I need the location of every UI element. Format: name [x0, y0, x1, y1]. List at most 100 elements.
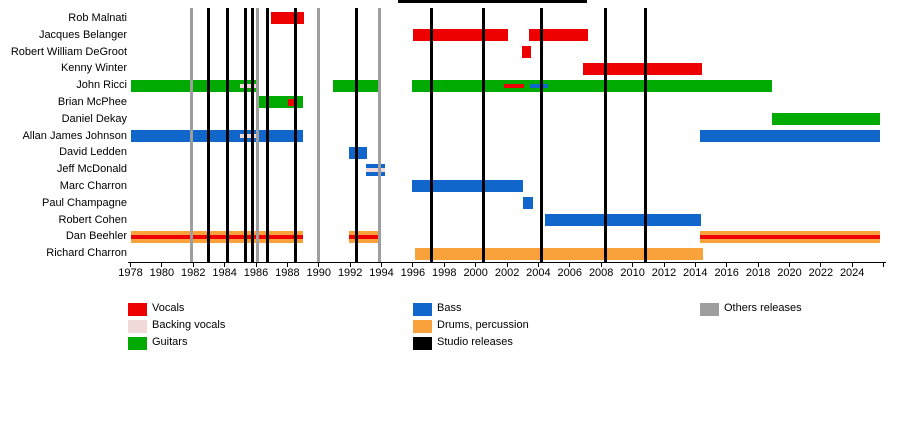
member-name-label: John Ricci — [76, 79, 127, 92]
bass-legend-label: Bass — [437, 302, 462, 314]
studio-release-line — [482, 8, 485, 262]
studio-legend-label: Studio releases — [437, 336, 513, 348]
overlay-stripe-vocals — [503, 83, 525, 88]
x-axis-tick-label: 1986 — [243, 267, 269, 279]
vocals-legend-label: Vocals — [152, 302, 185, 314]
studio-release-line — [243, 8, 247, 262]
member-name-label: Jeff McDonald — [56, 163, 127, 176]
x-axis-tick-label: 1994 — [369, 267, 394, 279]
timeline-bar-vocals — [522, 46, 531, 58]
member-name-label: Allan James Johnson — [22, 129, 127, 142]
member-name-label: Richard Charron — [46, 247, 127, 260]
x-axis-tick-label: 2006 — [557, 267, 583, 279]
timeline-bar-guitars — [412, 79, 773, 92]
bass-legend-swatch — [413, 303, 432, 316]
x-axis-tick-label: 2018 — [745, 267, 771, 279]
overlay-stripe-bass — [529, 83, 548, 88]
timeline-bar-bass — [130, 130, 304, 142]
x-axis-tick — [569, 263, 571, 267]
x-axis-tick-label: 2008 — [588, 267, 614, 279]
others-legend-label: Others releases — [724, 302, 802, 314]
x-axis-tick — [537, 263, 539, 267]
member-name-label: David Ledden — [59, 146, 127, 159]
x-axis-tick-label: 2016 — [714, 267, 739, 279]
x-axis-tick — [255, 263, 257, 267]
studio-release-line — [293, 8, 297, 262]
x-axis-tick — [600, 263, 602, 267]
overlay-stripe-backing_vocals — [365, 167, 385, 172]
studio-release-line — [251, 8, 255, 262]
x-axis-tick — [318, 263, 320, 267]
x-axis-tick — [130, 263, 131, 267]
others-release-line — [316, 8, 320, 262]
member-name-label: Marc Charron — [59, 180, 127, 192]
studio-release-line — [604, 8, 608, 262]
x-axis-tick-label: 1984 — [212, 267, 237, 279]
x-axis-tick — [286, 263, 288, 267]
studio-release-line — [643, 8, 647, 262]
x-axis-tick-label: 1990 — [306, 267, 332, 279]
x-axis-tick — [381, 263, 382, 267]
x-axis-tick — [757, 263, 759, 267]
x-axis-tick-label: 1996 — [400, 267, 426, 279]
overlay-stripe-vocals — [700, 234, 881, 239]
timeline-bar-vocals — [583, 62, 702, 75]
x-axis-tick — [726, 263, 728, 267]
member-name-label: Jacques Belanger — [38, 28, 127, 41]
member-name-label: Robert Cohen — [58, 213, 128, 226]
timeline-bar-bass — [348, 146, 368, 159]
x-axis-tick — [412, 263, 414, 267]
drums-legend-label: Drums, percussion — [437, 319, 529, 331]
others-release-line — [377, 8, 381, 262]
timeline-bar-bass — [544, 214, 701, 226]
x-axis-tick — [475, 263, 477, 267]
overlay-stripe-vocals — [288, 98, 296, 106]
x-axis-tick — [349, 263, 351, 267]
timeline-bar-bass — [412, 180, 523, 193]
timeline-bar-bass — [700, 130, 881, 142]
studio-release-line — [225, 8, 229, 262]
x-axis-tick — [663, 263, 665, 267]
x-axis-tick-label: 1978 — [118, 267, 143, 279]
member-name-label: Paul Champagne — [41, 196, 127, 209]
x-axis-tick — [883, 263, 885, 267]
x-axis-tick-label: 1980 — [149, 267, 175, 279]
x-axis-tick-label: 2020 — [777, 267, 802, 279]
x-axis-tick-label: 1982 — [181, 267, 206, 279]
backing_vocals-legend-label: Backing vocals — [152, 319, 226, 331]
x-axis-tick — [789, 263, 790, 267]
x-axis-tick-label: 2000 — [463, 267, 488, 279]
timeline-bar-vocals — [270, 12, 304, 25]
studio-release-line — [429, 8, 433, 262]
others-release-line — [190, 8, 194, 262]
member-name-label: Brian McPhee — [57, 96, 127, 108]
timeline-bar-vocals — [529, 29, 588, 42]
timeline-bar-drums — [414, 247, 704, 260]
x-axis-tick — [820, 263, 822, 267]
studio-release-line — [265, 8, 269, 262]
overlay-stripe-vocals — [130, 234, 304, 239]
x-axis-tick-label: 2022 — [808, 267, 834, 279]
x-axis-tick-label: 2024 — [839, 267, 865, 279]
member-name-label: Dan Beehler — [65, 230, 127, 243]
member-name-label: Kenny Winter — [60, 62, 127, 75]
x-axis-tick — [632, 263, 634, 267]
studio-release-line — [540, 8, 544, 262]
x-axis-tick-label: 2010 — [620, 267, 645, 279]
overlay-stripe-backing_vocals — [240, 83, 256, 88]
overlay-stripe-backing_vocals — [240, 134, 256, 138]
others-legend-swatch — [700, 303, 719, 316]
studio-release-line — [206, 8, 210, 262]
guitars-legend-label: Guitars — [152, 336, 188, 348]
member-name-label: Rob Malnati — [68, 12, 127, 24]
x-axis-tick — [443, 263, 445, 267]
x-axis-tick-label: 1998 — [432, 267, 457, 279]
others-release-line — [256, 8, 260, 262]
x-axis-tick-label: 1988 — [275, 267, 300, 279]
x-axis-tick-label: 2012 — [651, 267, 677, 279]
backing_vocals-legend-swatch — [128, 320, 147, 333]
x-axis-tick-label: 2004 — [526, 267, 551, 279]
x-axis-tick-label: 1992 — [337, 267, 363, 279]
timeline-bar-vocals — [412, 29, 508, 42]
